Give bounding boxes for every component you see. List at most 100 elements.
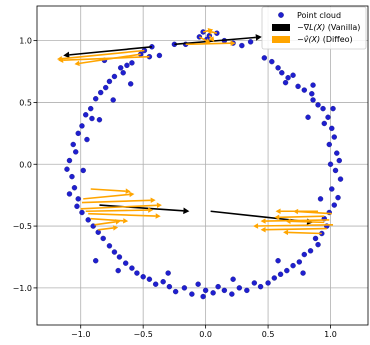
data-point <box>271 275 278 281</box>
data-point <box>282 79 289 86</box>
data-point <box>140 274 146 280</box>
x-tick-label: −0.5 <box>133 330 152 339</box>
legend-vanilla-suffix: (Vanilla) <box>325 23 360 32</box>
data-point <box>330 105 336 112</box>
diffeo-arrow-head <box>283 229 289 236</box>
data-point <box>290 72 296 78</box>
data-point <box>122 260 129 266</box>
diffeo-arrow-head <box>204 38 211 44</box>
x-tick-label: 0.5 <box>262 330 275 339</box>
diffeo-arrow-head <box>156 202 162 209</box>
data-point <box>189 291 195 297</box>
data-point <box>181 285 188 291</box>
data-point <box>93 258 99 264</box>
data-point <box>115 267 121 274</box>
data-point <box>307 248 314 254</box>
legend-vanilla-math: L(X) <box>309 23 325 32</box>
data-point <box>317 196 324 202</box>
data-point <box>275 258 281 264</box>
data-point <box>269 58 275 65</box>
diffeo-arrows <box>56 28 334 236</box>
diffeo-arrow <box>185 42 231 46</box>
diffeo-arrow <box>81 199 151 204</box>
data-point <box>73 149 79 155</box>
legend-vanilla-marker <box>272 24 290 31</box>
y-tick-label: 0.5 <box>19 98 32 107</box>
diffeo-arrow-head <box>209 36 215 42</box>
diffeo-arrow-head <box>275 208 281 214</box>
plot-area-frame <box>36 5 369 326</box>
data-point <box>312 235 319 242</box>
data-point <box>261 55 268 61</box>
data-point <box>334 150 340 156</box>
diffeo-arrow-head <box>274 214 280 221</box>
data-point <box>301 87 307 93</box>
vanilla-arrow <box>174 36 256 46</box>
data-point <box>265 280 271 286</box>
data-point <box>84 136 90 143</box>
data-point <box>79 123 85 129</box>
data-point <box>71 185 78 191</box>
legend-diffeo-math: v̂(X) <box>304 34 320 44</box>
data-point <box>247 39 254 45</box>
data-point <box>210 290 216 296</box>
diffeo-arrow-head <box>260 226 266 233</box>
data-point <box>321 120 327 127</box>
data-point <box>75 196 81 202</box>
diffeo-arrow-head <box>125 188 131 194</box>
data-point <box>310 82 316 88</box>
diffeo-arrow <box>279 215 325 219</box>
data-point <box>172 288 179 295</box>
legend-vanilla-prefix: −∇ <box>297 23 310 32</box>
diffeo-arrow <box>288 231 322 235</box>
diffeo-arrow <box>88 212 156 217</box>
diffeo-arrow <box>94 221 116 226</box>
data-point <box>127 81 134 87</box>
data-point <box>102 84 109 91</box>
diffeo-arrow-head <box>285 218 291 225</box>
diffeo-arrow <box>79 53 141 65</box>
diffeo-arrow <box>208 35 212 39</box>
data-point <box>100 235 106 242</box>
data-point <box>239 42 245 49</box>
diffeo-arrow <box>265 227 327 231</box>
data-point <box>337 176 344 182</box>
data-point <box>134 270 140 276</box>
legend: Point cloud −∇L(X) (Vanilla) −v̂(X) (Dif… <box>261 6 367 50</box>
data-point <box>257 283 264 290</box>
data-point <box>300 270 306 276</box>
data-point <box>195 281 201 287</box>
data-point <box>83 112 89 118</box>
data-point <box>166 283 173 290</box>
diffeo-arrow-head <box>230 40 236 46</box>
data-point <box>124 62 130 69</box>
data-point <box>74 203 80 210</box>
data-point <box>215 283 221 290</box>
data-point <box>106 243 113 249</box>
data-point <box>129 60 135 66</box>
data-point <box>129 265 135 271</box>
data-point <box>120 70 126 76</box>
diffeo-arrow <box>265 219 330 222</box>
y-tick-label: 0.0 <box>19 160 32 169</box>
diffeo-arrow-head <box>112 225 119 231</box>
data-point <box>309 91 315 97</box>
diffeo-arrow <box>198 36 207 42</box>
data-point <box>335 194 341 201</box>
data-point <box>79 209 85 216</box>
data-point <box>88 105 94 112</box>
x-tick-label: 0.0 <box>199 330 212 339</box>
data-point <box>230 276 236 282</box>
data-point <box>325 114 331 120</box>
data-point <box>89 115 95 122</box>
diffeo-arrow <box>83 193 130 200</box>
data-point <box>251 280 258 286</box>
data-point <box>152 281 159 287</box>
data-point <box>329 125 335 132</box>
diffeo-arrow-head <box>148 207 154 213</box>
data-point <box>326 141 332 148</box>
data-point <box>331 202 337 208</box>
data-point <box>332 167 339 174</box>
data-point <box>66 157 73 164</box>
